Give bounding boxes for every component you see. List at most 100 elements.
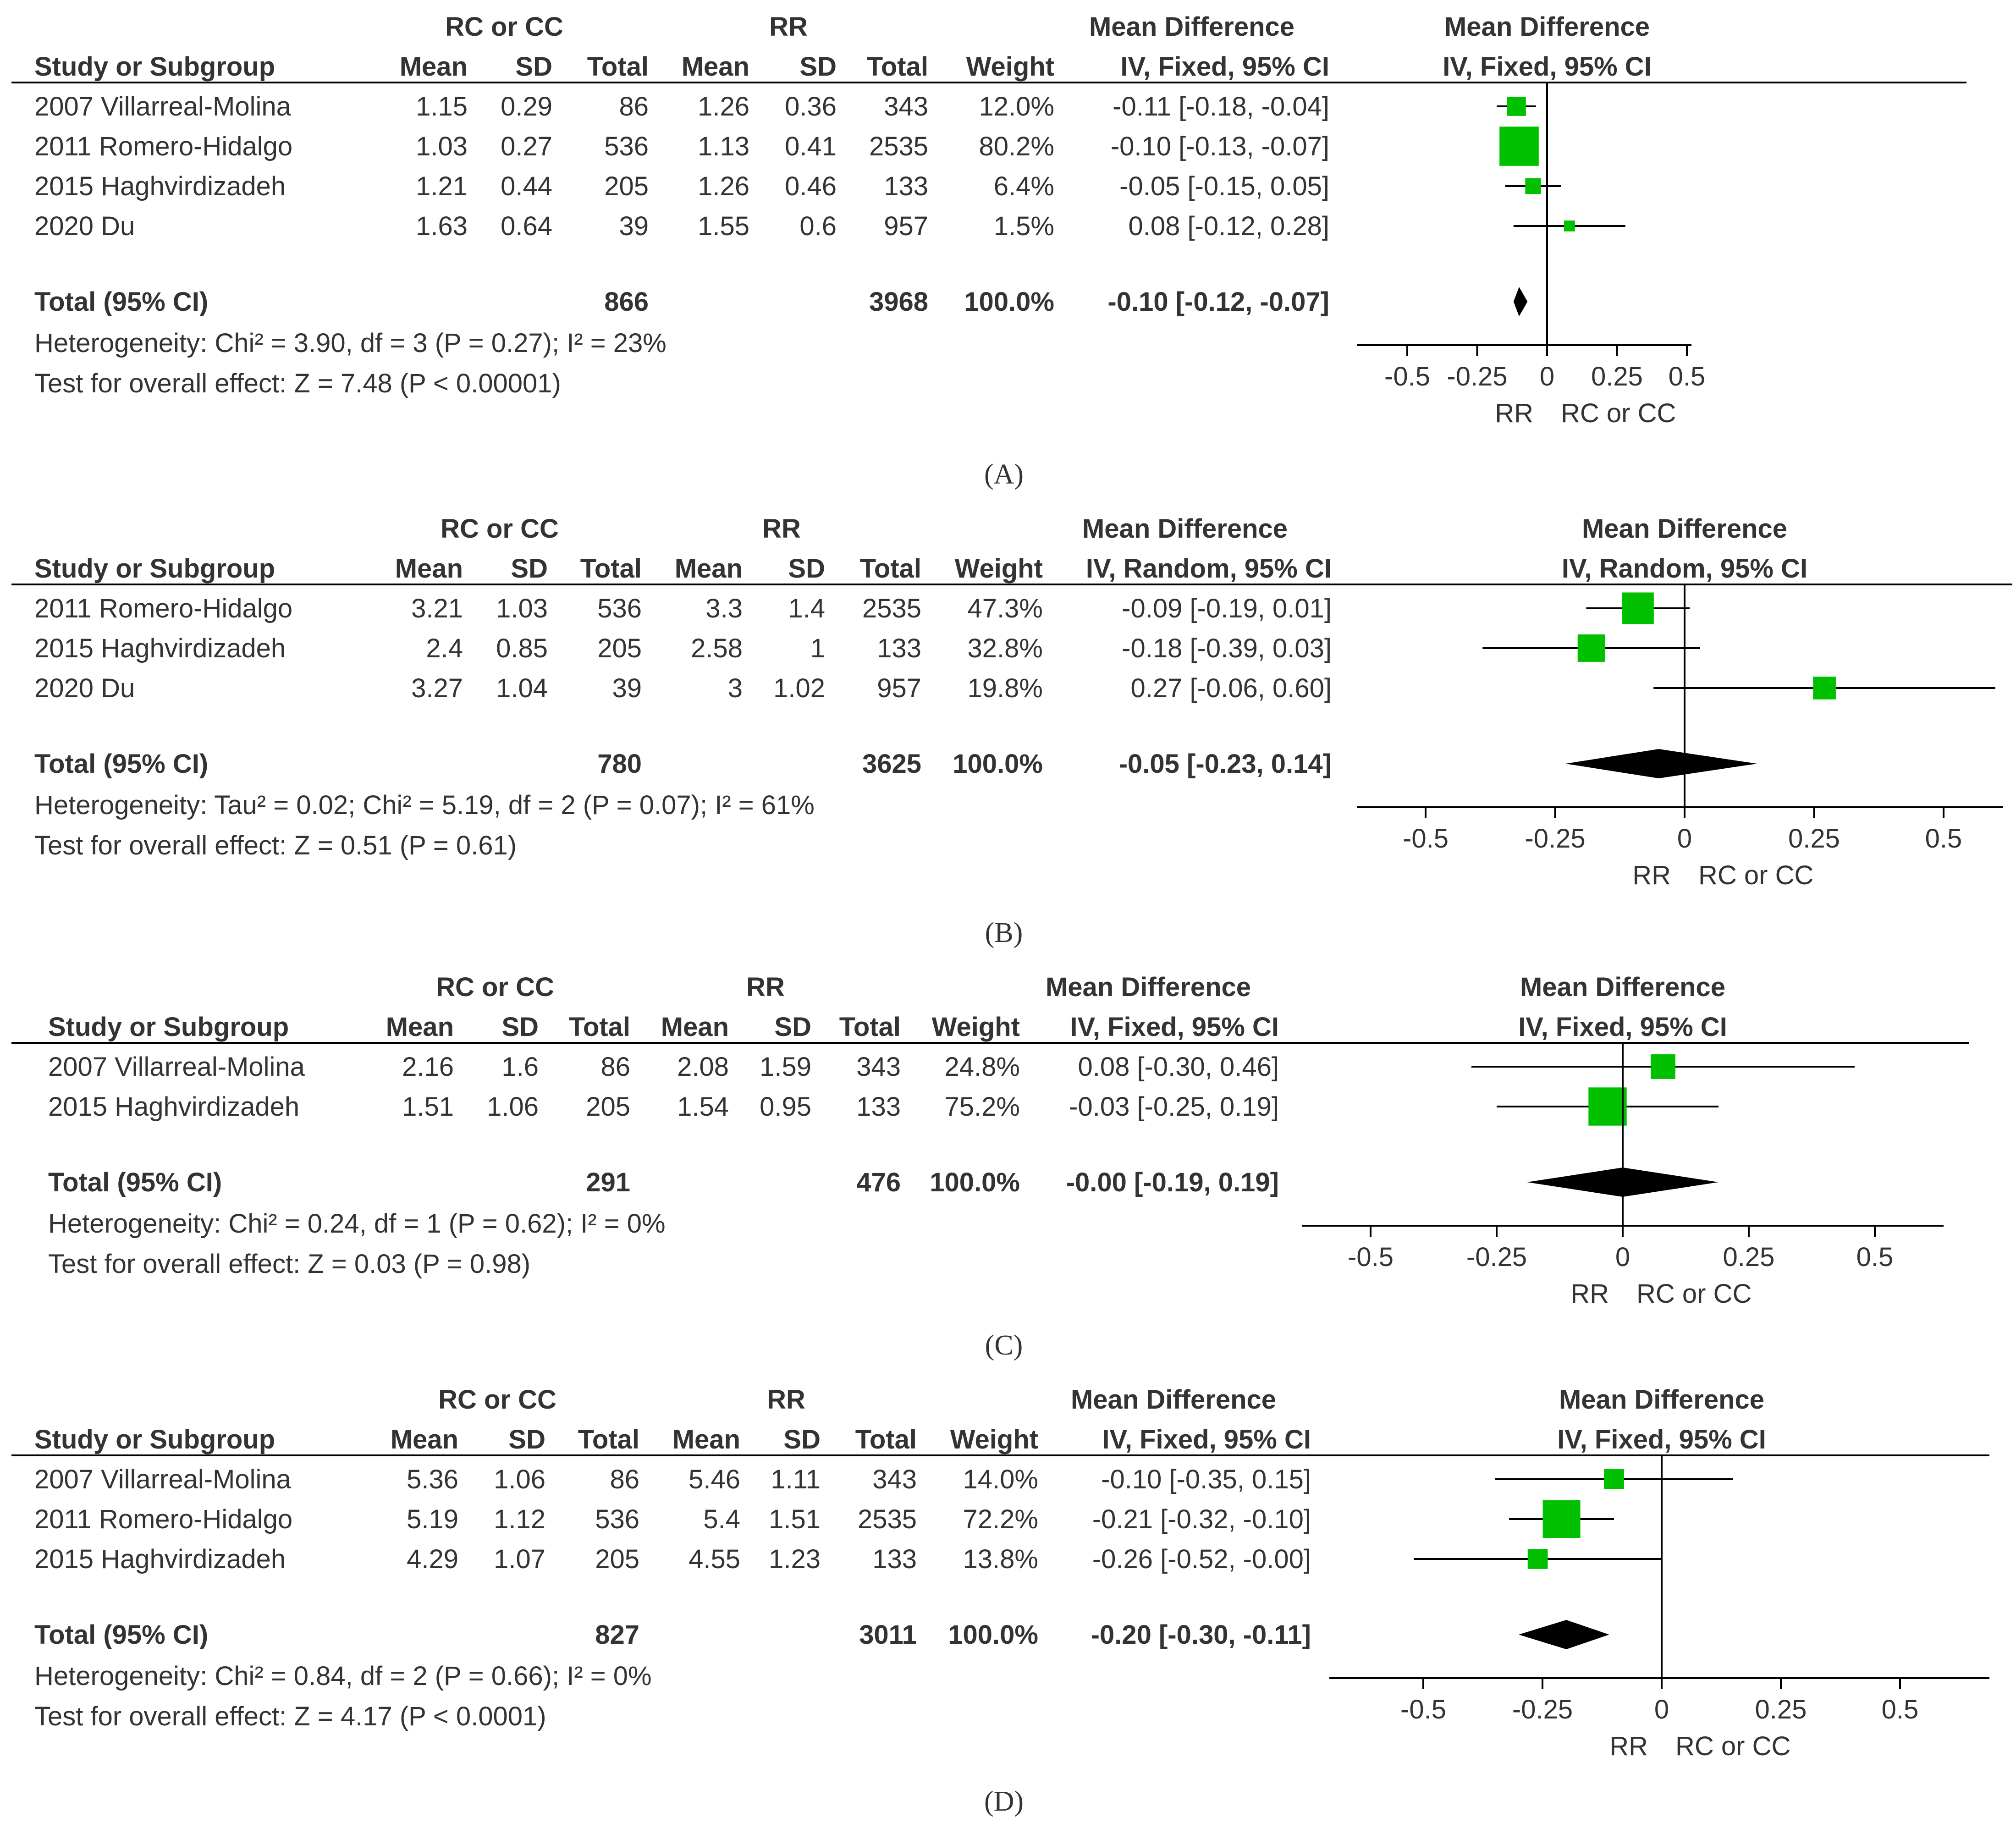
- study-ci: -0.10 [-0.35, 0.15]: [1101, 1465, 1311, 1494]
- total-rr: 3968: [869, 287, 928, 317]
- x-tick-label: 0.25: [1788, 824, 1840, 854]
- rr-mean: 5.46: [689, 1465, 740, 1494]
- forest-panel-b: RC or CC RR Mean Difference Mean Difference…: [11, 514, 2012, 948]
- total-rc: 866: [604, 287, 649, 317]
- effect-marker: [1813, 677, 1836, 699]
- col-header-md-method: IV, Random, 95% CI: [1086, 554, 1332, 584]
- col-header-md-method: IV, Fixed, 95% CI: [1070, 1012, 1279, 1042]
- axis-favours-rc-cc: RC or CC: [1675, 1731, 1790, 1761]
- rr-total: 343: [872, 1465, 917, 1494]
- col-header-mean: Mean: [400, 52, 468, 82]
- axis-favours-rc-cc: RC or CC: [1698, 860, 1813, 890]
- rc-total: 39: [612, 673, 642, 703]
- panel-caption: (C): [985, 1330, 1023, 1361]
- total-label: Total (95% CI): [34, 287, 208, 317]
- col-header-sd: SD: [783, 1425, 821, 1454]
- col-header-sd: SD: [774, 1012, 811, 1042]
- x-tick-label: 0: [1540, 362, 1554, 391]
- col-header-md-method: IV, Fixed, 95% CI: [1102, 1425, 1311, 1454]
- x-tick-label: -0.5: [1384, 362, 1430, 391]
- rc-sd: 0.44: [501, 171, 552, 201]
- total-label: Total (95% CI): [48, 1168, 222, 1197]
- rr-sd: 1.23: [769, 1544, 821, 1574]
- effect-marker: [1527, 1549, 1548, 1569]
- axis-favours-rr: RR: [1632, 860, 1671, 890]
- rc-sd: 1.6: [501, 1052, 539, 1082]
- rc-total: 205: [604, 171, 649, 201]
- rr-total: 133: [877, 633, 921, 663]
- study-name: 2007 Villarreal-Molina: [48, 1052, 305, 1082]
- rr-mean: 1.54: [677, 1092, 729, 1122]
- effect-marker: [1507, 97, 1526, 116]
- total-rr: 3625: [862, 749, 921, 779]
- rr-total: 2535: [858, 1504, 917, 1534]
- rr-total: 133: [856, 1092, 901, 1122]
- md-title: Mean Difference: [1082, 514, 1288, 544]
- plot-title: Mean Difference: [1582, 514, 1787, 544]
- study-name: 2011 Romero-Hidalgo: [34, 594, 292, 623]
- x-tick-label: 0: [1654, 1695, 1669, 1724]
- overall-effect-text: Test for overall effect: Z = 4.17 (P < 0…: [34, 1702, 546, 1731]
- x-tick-label: 0.25: [1723, 1242, 1775, 1272]
- axis-favours-rr: RR: [1609, 1731, 1648, 1761]
- col-header-weight: Weight: [966, 52, 1054, 82]
- panel-caption: (A): [984, 459, 1024, 490]
- study-ci: -0.10 [-0.13, -0.07]: [1111, 132, 1329, 161]
- study-weight: 80.2%: [979, 132, 1054, 161]
- col-header-total: Total: [580, 554, 642, 584]
- rc-mean: 1.21: [416, 171, 468, 201]
- rr-sd: 1.4: [788, 594, 825, 623]
- rr-sd: 1.11: [771, 1465, 821, 1494]
- overall-effect-text: Test for overall effect: Z = 0.51 (P = 0…: [34, 831, 517, 860]
- rc-total: 205: [595, 1544, 639, 1574]
- x-tick-label: 0.5: [1882, 1695, 1919, 1724]
- study-weight: 1.5%: [994, 211, 1054, 241]
- x-tick-label: -0.5: [1348, 1242, 1394, 1272]
- study-weight: 32.8%: [968, 633, 1043, 663]
- study-ci: -0.03 [-0.25, 0.19]: [1069, 1092, 1279, 1122]
- col-header-weight: Weight: [950, 1425, 1038, 1454]
- panel-caption: (B): [985, 917, 1023, 948]
- heterogeneity-text: Heterogeneity: Chi² = 3.90, df = 3 (P = …: [34, 328, 666, 358]
- col-header-sd: SD: [501, 1012, 539, 1042]
- rc-mean: 2.16: [402, 1052, 454, 1082]
- x-tick-label: -0.25: [1512, 1695, 1573, 1724]
- col-header-total: Total: [855, 1425, 917, 1454]
- forest-panel-c: RC or CC RR Mean Difference Mean Difference…: [11, 972, 1969, 1361]
- col-header-mean: Mean: [395, 554, 463, 584]
- rr-mean: 4.55: [689, 1544, 740, 1574]
- pooled-diamond: [1519, 1620, 1609, 1649]
- effect-marker: [1542, 1500, 1581, 1538]
- rc-mean: 4.29: [407, 1544, 458, 1574]
- x-tick-label: -0.25: [1447, 362, 1507, 391]
- heterogeneity-text: Heterogeneity: Tau² = 0.02; Chi² = 5.19,…: [34, 790, 815, 820]
- rc-total: 536: [604, 132, 649, 161]
- study-ci: -0.21 [-0.32, -0.10]: [1092, 1504, 1311, 1534]
- study-name: 2011 Romero-Hidalgo: [34, 132, 292, 161]
- col-header-total: Total: [867, 52, 928, 82]
- rc-mean: 1.15: [416, 92, 468, 121]
- group-header-rr: RR: [746, 972, 785, 1002]
- effect-marker: [1604, 1469, 1624, 1489]
- study-name: 2007 Villarreal-Molina: [34, 92, 292, 121]
- rc-sd: 1.07: [494, 1544, 545, 1574]
- study-weight: 6.4%: [994, 171, 1054, 201]
- col-header-study: Study or Subgroup: [34, 554, 275, 584]
- col-header-total: Total: [587, 52, 649, 82]
- rc-total: 205: [586, 1092, 630, 1122]
- rc-total: 86: [610, 1465, 639, 1494]
- col-header-mean: Mean: [661, 1012, 729, 1042]
- study-ci: 0.27 [-0.06, 0.60]: [1130, 673, 1332, 703]
- rc-sd: 1.06: [487, 1092, 539, 1122]
- rr-total: 2535: [862, 594, 921, 623]
- study-weight: 19.8%: [968, 673, 1043, 703]
- rr-total: 957: [877, 673, 921, 703]
- plot-subtitle: IV, Fixed, 95% CI: [1557, 1425, 1766, 1454]
- col-header-total: Total: [578, 1425, 639, 1454]
- rr-total: 133: [872, 1544, 917, 1574]
- rr-sd: 0.6: [799, 211, 837, 241]
- study-name: 2015 Haghvirdizadeh: [48, 1092, 299, 1122]
- md-title: Mean Difference: [1071, 1385, 1276, 1415]
- study-ci: -0.18 [-0.39, 0.03]: [1122, 633, 1332, 663]
- study-name: 2015 Haghvirdizadeh: [34, 1544, 286, 1574]
